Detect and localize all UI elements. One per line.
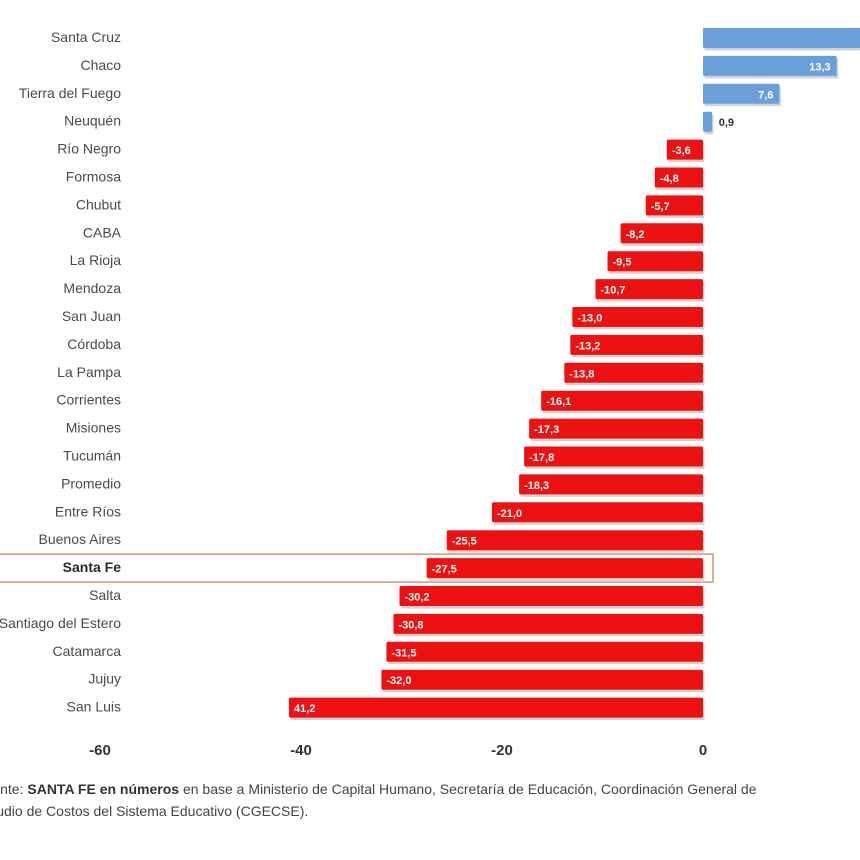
category-label: La Pampa <box>57 364 121 380</box>
value-label: -9,5 <box>613 257 632 269</box>
category-label: Tierra del Fuego <box>19 85 121 101</box>
x-tick-label: -40 <box>290 742 312 759</box>
category-label: La Rioja <box>70 252 122 268</box>
value-label: -32,0 <box>386 675 411 687</box>
bar <box>620 223 703 244</box>
bar <box>564 362 703 383</box>
source-line-1-rest: en base a Ministerio de Capital Humano, … <box>179 781 757 797</box>
category-label: Río Negro <box>57 141 121 157</box>
bar <box>645 195 703 216</box>
category-label: Corrientes <box>56 392 121 408</box>
bar <box>393 613 703 634</box>
category-label: Córdoba <box>67 336 121 352</box>
value-label: -13,8 <box>569 368 594 380</box>
category-label: Misiones <box>66 420 121 436</box>
value-label: -16,1 <box>546 396 571 408</box>
bar <box>288 697 703 718</box>
value-label: -30,8 <box>398 619 423 631</box>
value-label: 13,3 <box>809 61 830 73</box>
bar <box>386 641 703 662</box>
bar <box>703 111 713 132</box>
value-label: -13,0 <box>577 313 602 325</box>
value-label: -17,8 <box>529 452 554 464</box>
value-label: -17,3 <box>534 424 559 436</box>
value-label: -5,7 <box>651 201 670 213</box>
source-line-1: Fuente: SANTA FE en números en base a Mi… <box>0 778 860 800</box>
bar <box>703 55 837 76</box>
bar <box>491 502 703 523</box>
bar <box>703 28 860 48</box>
category-label: Chubut <box>76 196 121 212</box>
bar <box>446 530 703 551</box>
category-label: Entre Ríos <box>55 503 121 519</box>
value-label: -21,0 <box>497 508 522 520</box>
category-label: Jujuy <box>88 671 121 687</box>
bar <box>607 251 703 272</box>
category-label: San Juan <box>62 308 121 324</box>
category-label: Santiago del Estero <box>0 615 121 631</box>
value-label: -27,5 <box>432 564 457 576</box>
category-label: Santa Cruz <box>51 29 121 45</box>
bar <box>595 279 703 300</box>
bar <box>703 83 780 104</box>
bar <box>541 390 703 411</box>
value-label: -4,8 <box>660 173 679 185</box>
category-label: Catamarca <box>53 643 122 659</box>
x-tick-label: -20 <box>491 742 513 759</box>
x-axis-ticks: -60 -40 -20 0 <box>89 742 707 759</box>
category-label: Formosa <box>66 169 121 185</box>
source-prefix: Fuente: <box>0 781 24 797</box>
source-bold: SANTA FE en números <box>27 781 180 797</box>
category-label: Promedio <box>61 475 121 491</box>
x-tick-label: -60 <box>89 742 111 759</box>
bar <box>381 669 703 690</box>
category-label: CABA <box>83 224 122 240</box>
category-label: Chaco <box>81 57 122 73</box>
bar <box>529 418 703 439</box>
bar <box>524 446 703 467</box>
bar <box>519 474 703 495</box>
value-label: 41,2 <box>294 703 315 715</box>
bar <box>666 139 703 160</box>
category-label: Buenos Aires <box>39 531 122 547</box>
source-note: Fuente: SANTA FE en números en base a Mi… <box>0 778 860 822</box>
value-label: -18,3 <box>524 480 549 492</box>
highlight-box <box>0 553 714 583</box>
value-label: -13,2 <box>575 340 600 352</box>
bars-group: 13,3 7,6 0,9 -3,6 -4,8 -5,7 -8,2 -9,5 -10,7 -13,0… <box>0 28 860 721</box>
value-label: -31,5 <box>391 647 416 659</box>
category-label: Mendoza <box>63 280 121 296</box>
category-label: Neuquén <box>64 113 121 129</box>
value-label: -10,7 <box>600 285 625 297</box>
x-tick-label: 0 <box>699 742 707 759</box>
category-label: Santa Fe <box>63 559 122 575</box>
source-line-2: Estudio de Costos del Sistema Educativo … <box>0 803 309 819</box>
bar <box>572 307 703 327</box>
category-label: Salta <box>89 587 121 603</box>
value-label: -3,6 <box>672 145 691 157</box>
category-labels: Santa Cruz Chaco Tierra del Fuego Neuquén Rí… <box>0 29 122 715</box>
bar <box>426 558 703 579</box>
category-label: San Luis <box>67 699 121 715</box>
value-label: -8,2 <box>626 229 645 241</box>
bar <box>570 334 703 355</box>
category-label: Tucumán <box>63 448 121 464</box>
value-label: -25,5 <box>452 536 477 548</box>
value-label: -30,2 <box>404 592 429 604</box>
value-label: 0,9 <box>719 117 734 129</box>
bar <box>399 586 703 606</box>
bar <box>654 167 703 188</box>
value-label: 7,6 <box>758 89 773 101</box>
